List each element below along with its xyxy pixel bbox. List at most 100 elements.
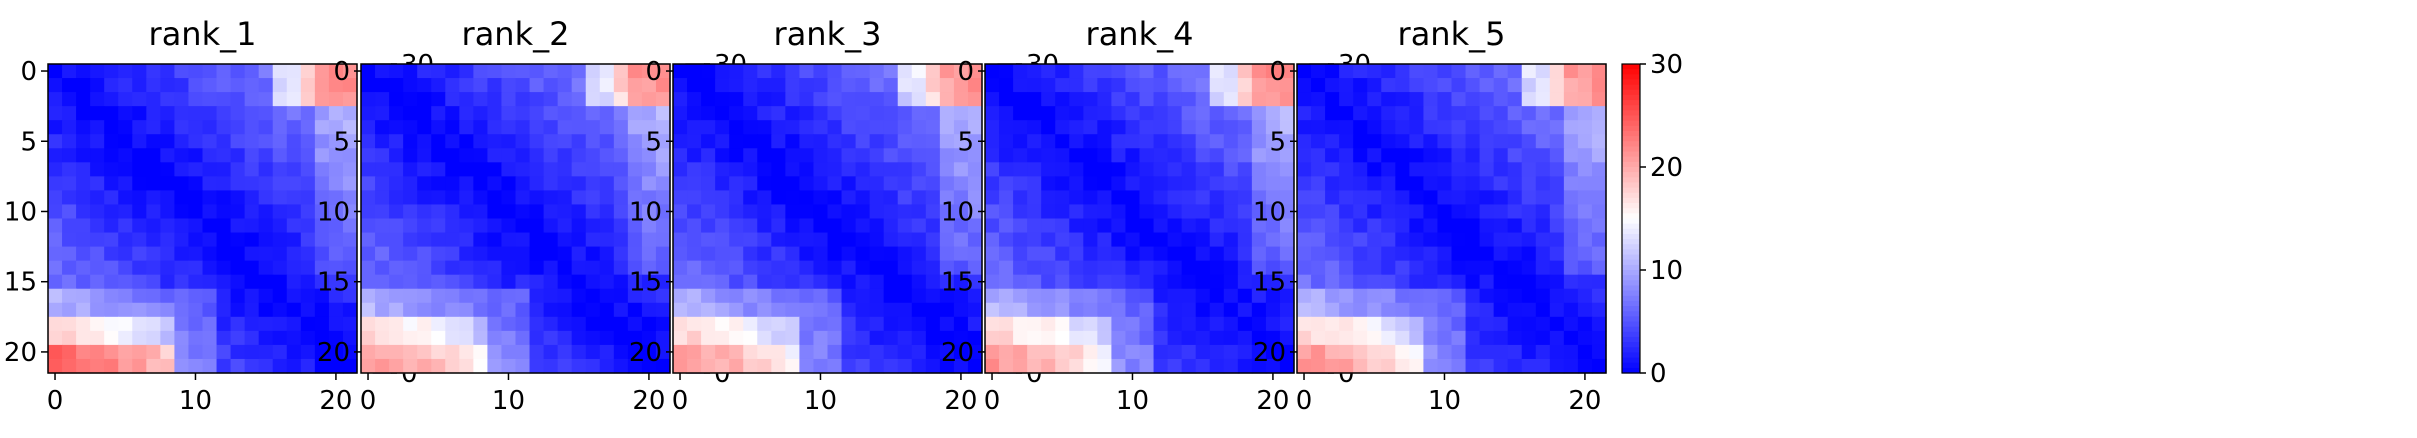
heatmap-cell: [855, 288, 871, 304]
heatmap-cell: [785, 162, 801, 177]
heatmap-cell: [729, 162, 744, 177]
heatmap-cell: [1209, 246, 1225, 262]
heatmap-cell: [389, 316, 404, 332]
heatmap-cell: [1153, 204, 1169, 220]
heatmap-cell: [813, 218, 829, 234]
heatmap-cell: [431, 176, 446, 192]
heatmap-cell: [328, 302, 344, 318]
heatmap-cell: [953, 232, 969, 248]
colorbar-segment: [1622, 167, 1640, 173]
heatmap-cell: [1549, 232, 1565, 248]
heatmap-cell: [557, 260, 573, 276]
heatmap-cell: [146, 330, 161, 346]
x-tick-label: 0: [360, 386, 377, 416]
heatmap-cell: [459, 302, 474, 318]
heatmap-cell: [883, 344, 899, 360]
heatmap-cell: [939, 92, 955, 107]
heatmap-cell: [967, 190, 983, 206]
heatmap-cell: [841, 204, 857, 220]
heatmap-cell: [785, 120, 801, 135]
heatmap-cell: [687, 330, 702, 346]
heatmap-cell: [1069, 64, 1084, 79]
x-tick-label: 0: [672, 386, 689, 416]
heatmap-cell: [897, 316, 913, 332]
heatmap-cell: [1507, 134, 1523, 149]
heatmap-cell: [841, 274, 857, 290]
heatmap-cell: [641, 134, 657, 149]
heatmap-cell: [1279, 218, 1295, 234]
x-tick-label: 20: [1568, 386, 1601, 416]
heatmap-cell: [90, 358, 105, 374]
heatmap-cell: [1311, 274, 1326, 290]
heatmap-cell: [1237, 218, 1253, 234]
heatmap-cell: [48, 218, 63, 234]
heatmap-cell: [585, 190, 601, 206]
heatmap-cell: [627, 358, 643, 374]
heatmap-cell: [771, 358, 786, 374]
heatmap-cell: [1479, 232, 1495, 248]
heatmap-cell: [314, 106, 330, 121]
heatmap-cell: [939, 120, 955, 135]
heatmap-cell: [729, 344, 744, 360]
heatmap-cell: [785, 288, 801, 304]
heatmap-cell: [459, 274, 474, 290]
heatmap-cell: [1195, 120, 1211, 135]
heatmap-cell: [1153, 218, 1169, 234]
y-tick-label: 0: [957, 57, 974, 87]
heatmap-cell: [1181, 260, 1197, 276]
heatmap-cell: [655, 246, 671, 262]
heatmap-cell: [1153, 260, 1169, 276]
heatmap-cell: [1013, 64, 1028, 79]
heatmap-cell: [1353, 358, 1368, 374]
heatmap-cell: [174, 344, 190, 360]
colorbar-segment: [1622, 105, 1640, 111]
heatmap-cell: [1297, 274, 1312, 290]
heatmap-cell: [897, 204, 913, 220]
heatmap-cell: [459, 148, 474, 163]
heatmap-cell: [827, 204, 843, 220]
heatmap-cell: [985, 78, 1000, 93]
heatmap-cell: [1367, 64, 1382, 79]
heatmap-cell: [403, 120, 418, 135]
heatmap-cell: [174, 316, 190, 332]
colorbar-segment: [1622, 197, 1640, 204]
heatmap-cell: [515, 330, 531, 346]
heatmap-cell: [715, 78, 730, 93]
heatmap-cell: [585, 316, 601, 332]
heatmap-cell: [855, 190, 871, 206]
heatmap-cell: [1507, 120, 1523, 135]
colorbar-segment: [1622, 300, 1640, 307]
heatmap-cell: [557, 358, 573, 374]
heatmap-cell: [799, 204, 815, 220]
heatmap-cell: [417, 148, 432, 163]
heatmap-cell: [939, 106, 955, 121]
heatmap-cell: [571, 288, 587, 304]
heatmap-cell: [403, 302, 418, 318]
heatmap-cell: [328, 134, 344, 149]
heatmap-cell: [1423, 302, 1439, 318]
heatmap-cell: [757, 64, 772, 79]
heatmap-cell: [613, 92, 629, 107]
heatmap-cell: [1325, 260, 1340, 276]
heatmap-cell: [417, 316, 432, 332]
heatmap-cell: [1591, 134, 1607, 149]
heatmap-cell: [1325, 176, 1340, 192]
heatmap-cell: [967, 344, 983, 360]
heatmap-cell: [1521, 358, 1537, 374]
x-tick-label: 0: [1296, 386, 1313, 416]
heatmap-cell: [132, 302, 147, 318]
heatmap-cell: [1465, 232, 1481, 248]
heatmap-cell: [771, 162, 786, 177]
heatmap-cell: [911, 232, 927, 248]
heatmap-cell: [627, 316, 643, 332]
heatmap-cell: [1251, 260, 1267, 276]
heatmap-cell: [1297, 260, 1312, 276]
heatmap-cell: [1381, 344, 1396, 360]
heatmap-cell: [613, 316, 629, 332]
heatmap-cell: [841, 176, 857, 192]
heatmap-cell: [813, 316, 829, 332]
heatmap-cell: [1265, 288, 1281, 304]
heatmap-cell: [1027, 64, 1042, 79]
heatmap-cell: [985, 64, 1000, 79]
heatmap-cell: [1125, 288, 1141, 304]
